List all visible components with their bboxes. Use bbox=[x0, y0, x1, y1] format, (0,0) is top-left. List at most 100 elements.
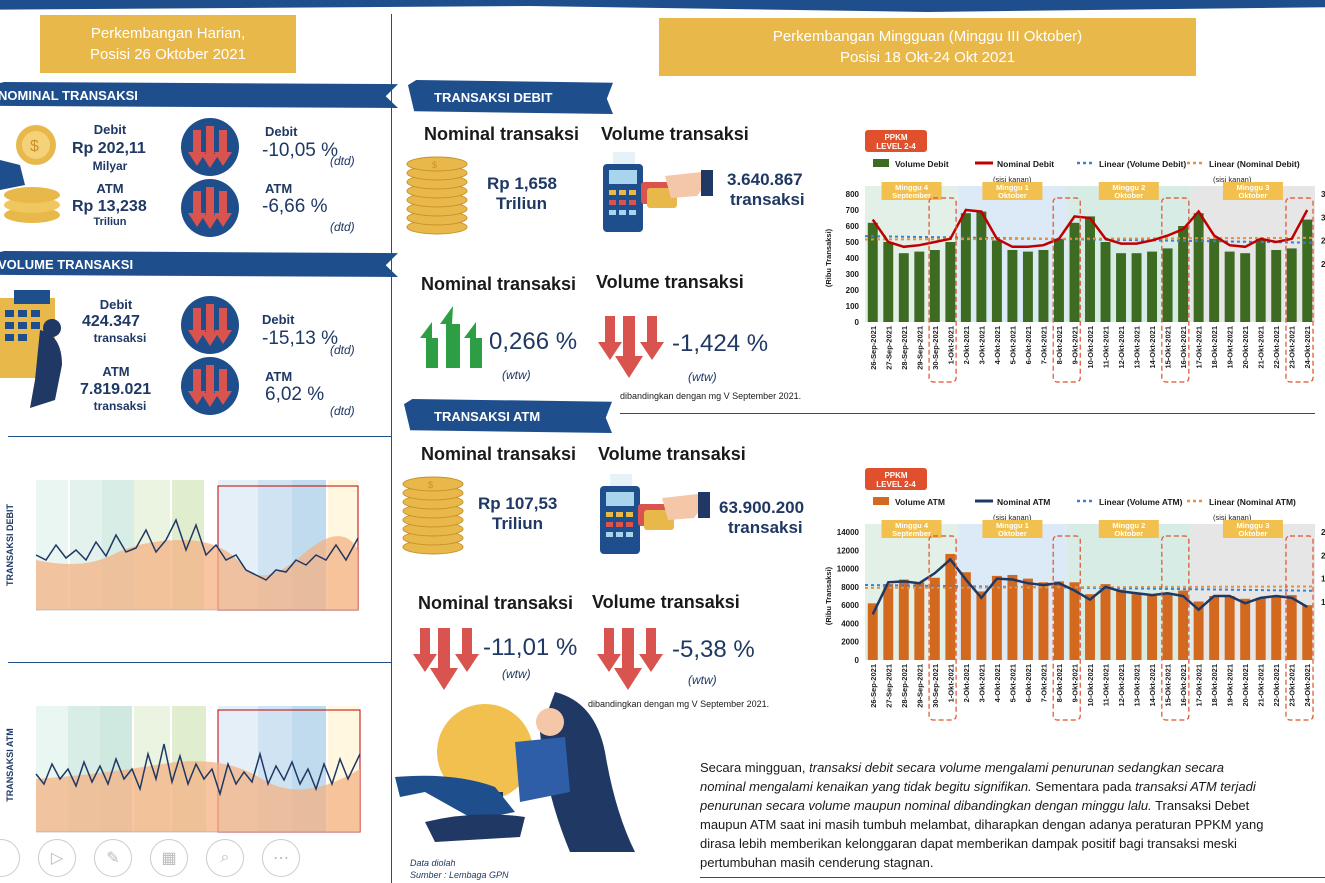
svg-text:$: $ bbox=[432, 160, 437, 170]
y2-tick-label: 10 bbox=[1321, 598, 1325, 607]
weekly-title-box: Perkembangan Mingguan (Minggu III Oktobe… bbox=[659, 18, 1196, 76]
chart-bar bbox=[1271, 596, 1282, 660]
x-tick-label: 28-Sep-2021 bbox=[900, 326, 909, 370]
nominal-line bbox=[871, 557, 1308, 615]
volume-section-title: VOLUME TRANSAKSI bbox=[0, 256, 134, 272]
atm-nominal-change: -11,01 % bbox=[483, 634, 578, 661]
chart-bar bbox=[1271, 250, 1282, 322]
down-arrows-icon bbox=[181, 357, 239, 415]
y-tick-label: 600 bbox=[846, 222, 860, 231]
week-label: Minggu 1 bbox=[996, 183, 1029, 192]
svg-text:$: $ bbox=[30, 138, 39, 155]
x-tick-label: 27-Sep-2021 bbox=[884, 664, 893, 708]
x-tick-label: 16-Okt-2021 bbox=[1179, 664, 1188, 707]
weekend-highlight bbox=[928, 197, 957, 383]
source-line-2: Sumber : Lembaga GPN bbox=[410, 870, 509, 880]
legend-label: Nominal ATM bbox=[997, 497, 1050, 507]
x-tick-label: 2-Okt-2021 bbox=[962, 664, 971, 702]
nom-atm-label: ATM bbox=[96, 181, 124, 196]
nom-atm-change-label: ATM bbox=[265, 181, 293, 196]
ppkm-badge bbox=[865, 468, 927, 490]
play-control-icon[interactable]: ▷ bbox=[38, 839, 76, 877]
y2-tick-label: 30 bbox=[1321, 213, 1325, 222]
pen-control-icon[interactable]: ✎ bbox=[94, 839, 132, 877]
week-label: Oktober bbox=[1239, 529, 1268, 538]
debit-nominal-value: Rp 1,658 bbox=[487, 174, 557, 193]
summary-text-italic: transaksi debit secara volume mengalami … bbox=[809, 760, 1224, 775]
chart-bar bbox=[883, 584, 894, 660]
y-tick-label: 100 bbox=[846, 302, 860, 311]
summary-text-italic: nominal mengalami kenaikan yang tidak be… bbox=[700, 779, 1032, 794]
legend-label: Nominal Debit bbox=[997, 159, 1054, 169]
chart-bar bbox=[1100, 584, 1111, 660]
chart-bar bbox=[991, 575, 1002, 660]
more-control-icon[interactable]: ⋯ bbox=[262, 839, 300, 877]
debit-volume-header: Volume transaksi bbox=[601, 124, 749, 144]
x-tick-label: 21-Okt-2021 bbox=[1257, 664, 1266, 707]
chart-bar bbox=[1224, 596, 1235, 660]
x-tick-label: 10-Okt-2021 bbox=[1086, 326, 1095, 369]
chart-bar bbox=[1240, 253, 1251, 322]
debit-nominal-change-header: Nominal transaksi bbox=[421, 274, 577, 294]
x-tick-label: 15-Okt-2021 bbox=[1164, 326, 1173, 369]
week-label: Oktober bbox=[1114, 529, 1143, 538]
chart-bar bbox=[1302, 219, 1313, 322]
x-tick-label: 18-Okt-2021 bbox=[1210, 664, 1219, 707]
chart-bar bbox=[945, 553, 956, 660]
coin-person-illustration: $ bbox=[0, 125, 60, 223]
x-tick-label: 28-Sep-2021 bbox=[900, 664, 909, 708]
chart-bar bbox=[1193, 213, 1204, 322]
legend-label: Volume ATM bbox=[895, 497, 945, 507]
ppkm-badge bbox=[865, 130, 927, 152]
debit-ribbon-title: TRANSAKSI DEBIT bbox=[434, 89, 553, 105]
up-arrows-icon bbox=[420, 306, 482, 368]
nom-debit-change: -10,05 % bbox=[262, 140, 339, 161]
down-arrows-icon bbox=[413, 628, 479, 690]
nom-debit-unit: Milyar bbox=[92, 159, 128, 173]
chart-bar bbox=[1286, 248, 1297, 322]
chart-bar bbox=[1100, 242, 1111, 322]
nom-atm-value: Rp 13,238 bbox=[72, 198, 147, 215]
week-label: Minggu 1 bbox=[996, 521, 1029, 530]
week-label: Oktober bbox=[998, 529, 1027, 538]
chart-bar bbox=[1022, 251, 1033, 322]
week-label: Minggu 2 bbox=[1112, 183, 1145, 192]
weekend-highlight bbox=[1161, 197, 1190, 383]
mini-chart-debit-daily bbox=[22, 460, 372, 620]
atm-nominal-wtw: (wtw) bbox=[502, 667, 531, 681]
atm-nominal-unit: Triliun bbox=[492, 514, 543, 533]
slides-control-icon[interactable]: ▦ bbox=[150, 839, 188, 877]
legend-label: Linear (Volume ATM) bbox=[1099, 497, 1183, 507]
chart-bar bbox=[1116, 589, 1126, 660]
back-control-icon[interactable] bbox=[0, 839, 20, 877]
x-tick-label: 14-Okt-2021 bbox=[1148, 664, 1157, 707]
chart-bar bbox=[929, 250, 940, 322]
week-label: September bbox=[892, 191, 931, 200]
x-tick-label: 23-Okt-2021 bbox=[1288, 664, 1297, 707]
week-label-box bbox=[1098, 182, 1159, 200]
vol-atm-change: 6,02 % bbox=[265, 384, 325, 405]
week-label-box bbox=[1098, 520, 1159, 538]
zoom-control-icon[interactable]: ⌕ bbox=[206, 839, 244, 877]
y-tick-label: 200 bbox=[846, 286, 860, 295]
week-label-box bbox=[881, 182, 942, 200]
vol-atm-value: 7.819.021 bbox=[80, 381, 152, 398]
summary-text: Sementara pada bbox=[1031, 779, 1136, 794]
vol-debit-value: 424.347 bbox=[82, 313, 140, 330]
coin-stack-icon: $ bbox=[402, 476, 464, 555]
x-tick-label: 12-Okt-2021 bbox=[1117, 664, 1126, 707]
nom-atm-change: -6,66 % bbox=[262, 196, 328, 217]
x-tick-label: 6-Okt-2021 bbox=[1024, 664, 1033, 702]
summary-paragraph: Secara mingguan, transaksi debit secara … bbox=[700, 758, 1325, 872]
x-tick-label: 11-Okt-2021 bbox=[1102, 326, 1111, 368]
vol-debit-change: -15,13 % bbox=[262, 328, 339, 349]
down-arrows-icon bbox=[181, 179, 239, 237]
card-terminal-icon bbox=[603, 152, 713, 232]
y2-tick-label: 20 bbox=[1321, 551, 1325, 560]
down-arrows-icon bbox=[598, 316, 664, 378]
x-tick-label: 5-Okt-2021 bbox=[1008, 664, 1017, 702]
ppkm-label: PPKM bbox=[884, 471, 907, 480]
svg-text:$: $ bbox=[428, 480, 433, 490]
chart-bar bbox=[991, 240, 1002, 322]
x-tick-label: 5-Okt-2021 bbox=[1008, 326, 1017, 364]
